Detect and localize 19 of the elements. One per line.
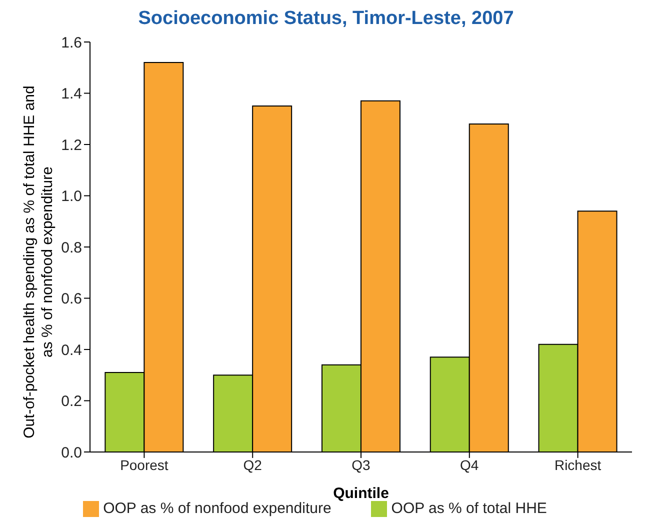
chart-title: Socioeconomic Status, Timor-Leste, 2007: [137, 8, 515, 31]
y-tick-label: 0.4: [61, 342, 82, 359]
x-axis-title: Quintile: [333, 484, 389, 502]
y-axis-title: Out-of-pocket health spending as % of total HHE and as % of nonfood expenditure: [21, 86, 56, 438]
y-tick-label: 0.6: [61, 290, 82, 308]
legend-label: OOP as % of total HHE: [391, 500, 547, 517]
y-tick-label: 1.6: [61, 34, 82, 52]
y-tick-label: 0.2: [61, 393, 82, 410]
y-tick-label: 1.0: [61, 188, 82, 206]
x-tick-label: Q2: [243, 456, 262, 473]
y-tick-label: 0.8: [61, 239, 82, 256]
x-tick-label: Q3: [352, 456, 371, 473]
x-tick-label: Poorest: [120, 456, 168, 473]
y-tick-label: 0.0: [61, 444, 82, 462]
legend-label: OOP as % of nonfood expenditure: [103, 500, 332, 517]
y-tick-label: 1.2: [61, 136, 82, 154]
y-tick-label: 1.4: [61, 86, 82, 103]
x-tick-label: Q4: [460, 456, 479, 473]
x-tick-label: Richest: [554, 456, 602, 473]
